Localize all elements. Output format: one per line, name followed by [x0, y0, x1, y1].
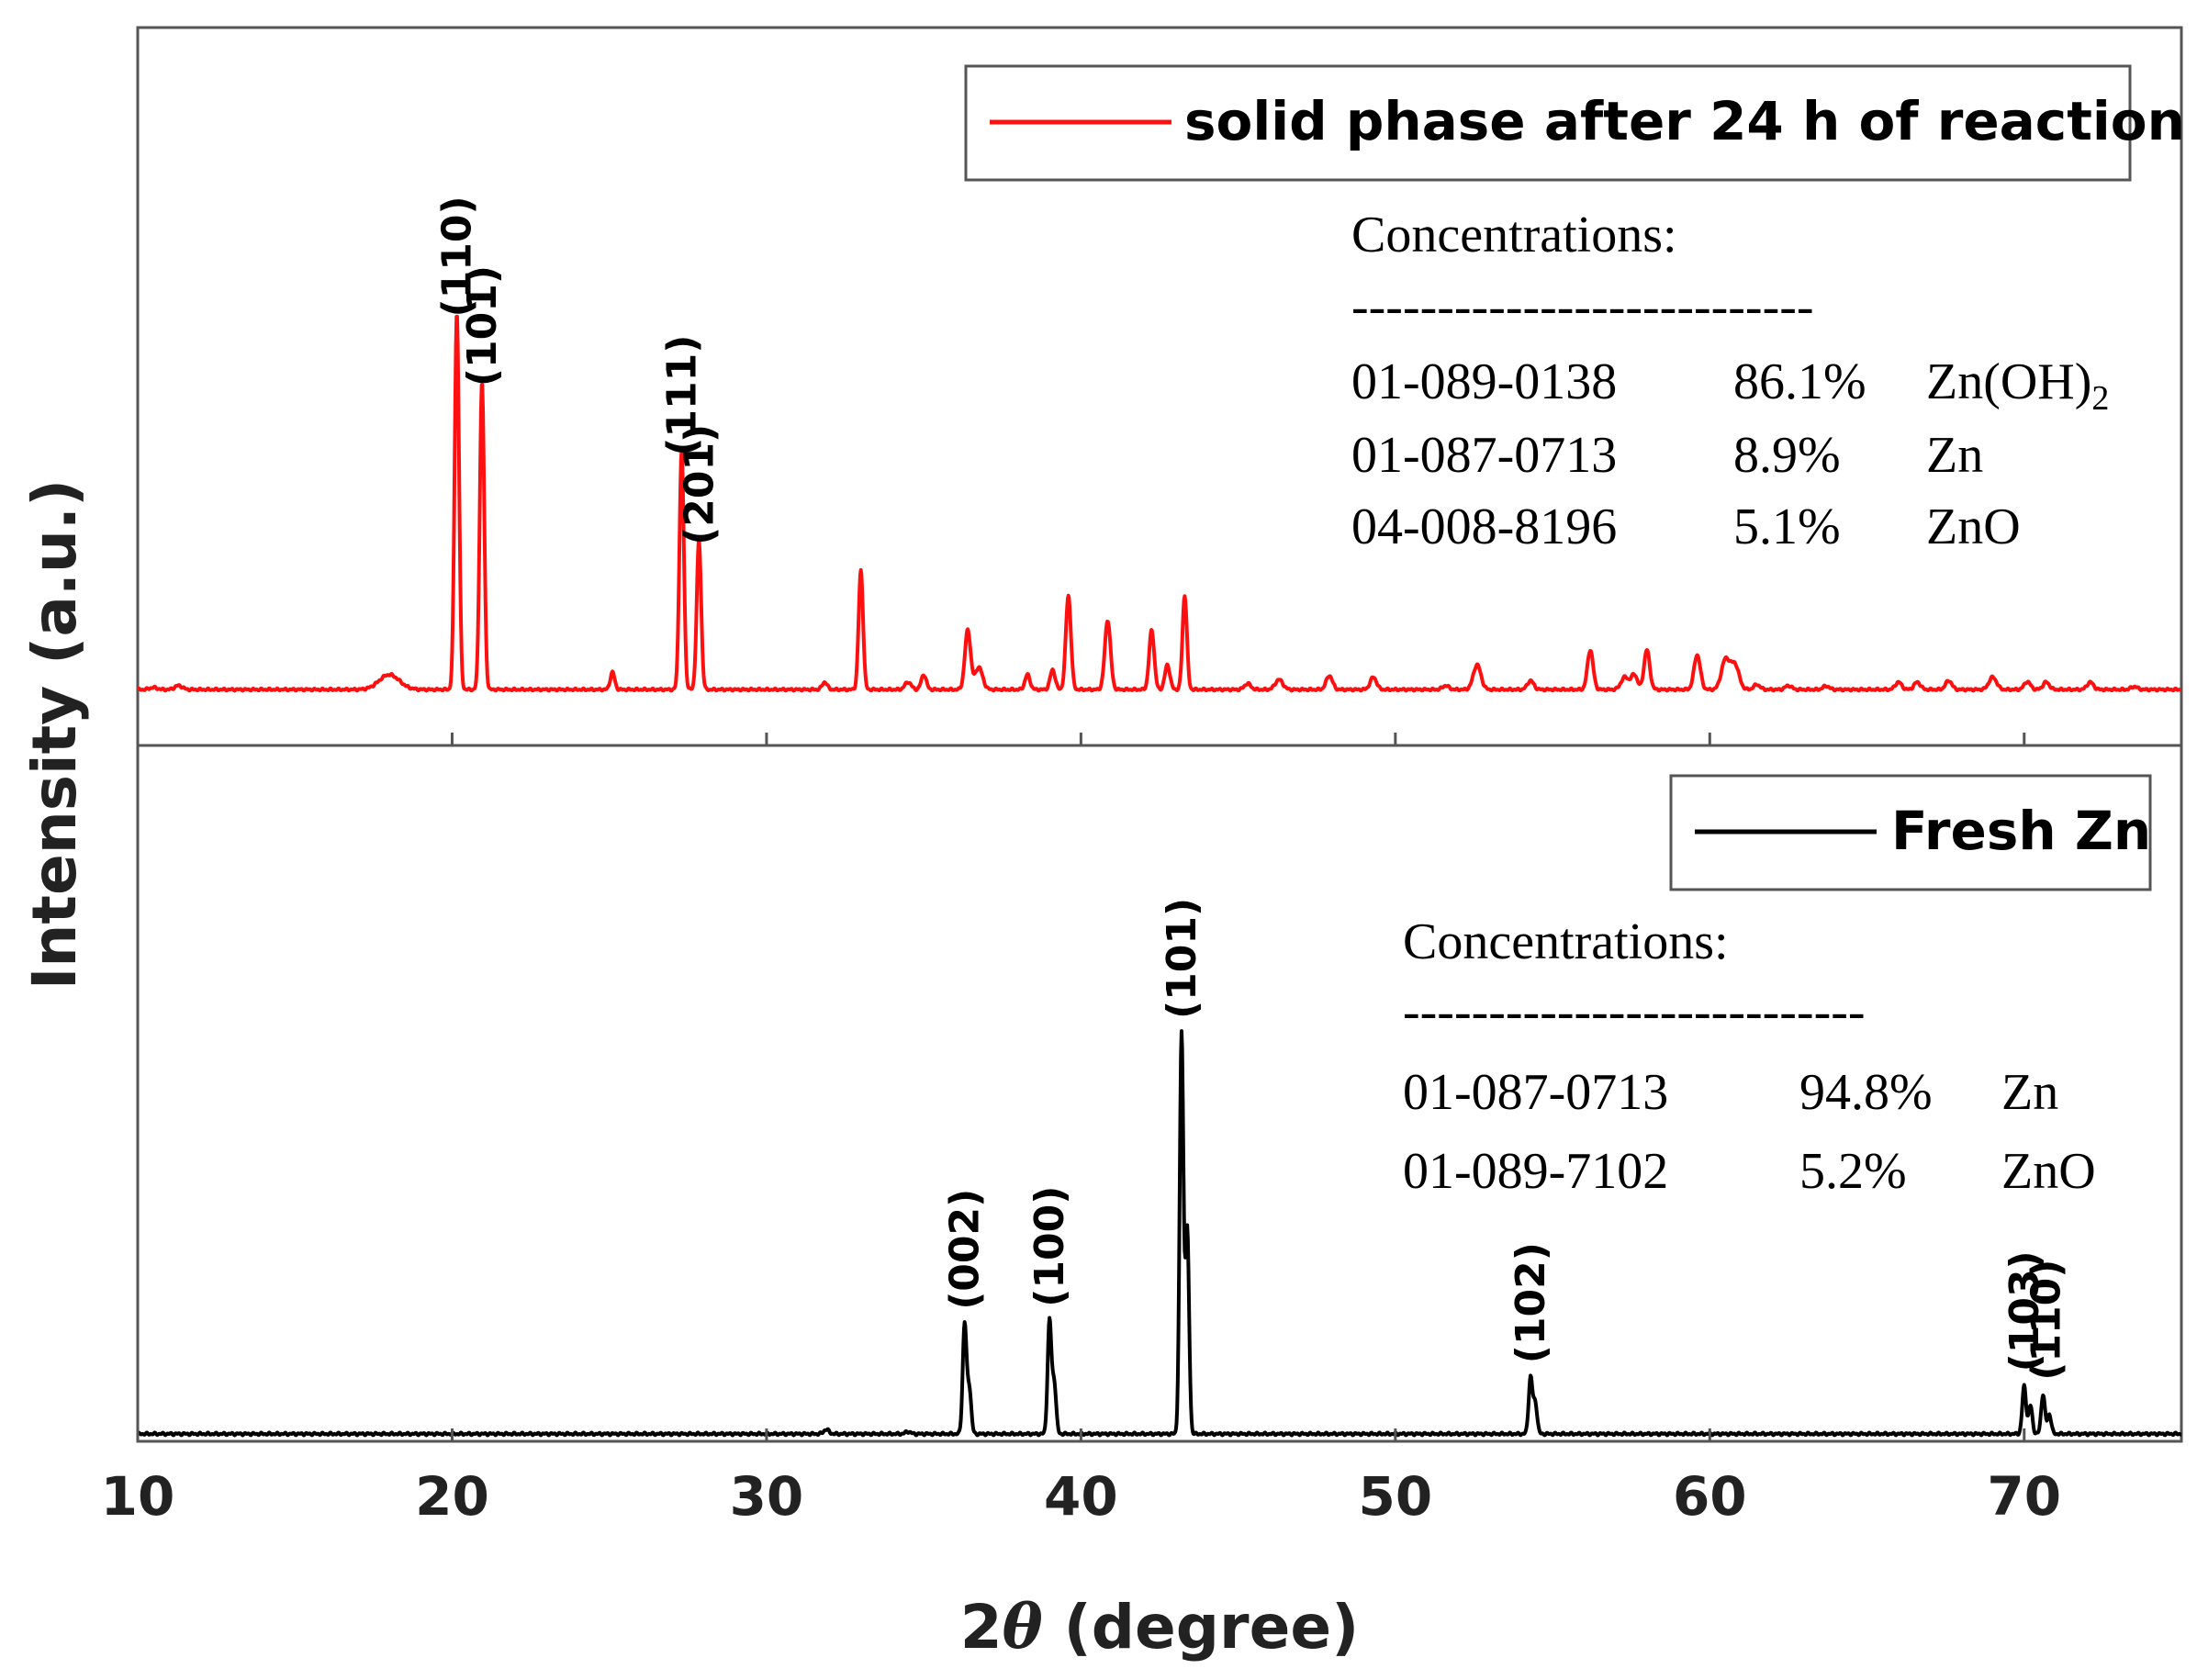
- conc-phase: Zn: [2001, 1064, 2058, 1121]
- conc-pct: 86.1%: [1733, 353, 1866, 410]
- conc-phase: ZnO: [2001, 1143, 2096, 1200]
- conc-phase: Zn: [1926, 427, 1983, 484]
- concentrations-separator-top: ---------------------------: [1351, 278, 1814, 335]
- peak-label: (101): [459, 265, 506, 386]
- x-tick-label: 20: [415, 1465, 489, 1528]
- series-line-bottom: [136, 1029, 2183, 1438]
- peak-label: (100): [1026, 1186, 1073, 1307]
- peak-labels-bottom: (002) (100) (101) (102) (103)(110): [942, 898, 2070, 1381]
- peak-label: (110): [434, 196, 481, 317]
- x-axis-ticks: 10 20 30 40 50 60 70: [101, 733, 2061, 1528]
- peak-label: (103): [2001, 1250, 2048, 1372]
- theta-symbol: θ: [1003, 1591, 1043, 1663]
- conc-code: 01-089-7102: [1403, 1143, 1668, 1200]
- conc-code: 01-089-0138: [1351, 353, 1617, 410]
- conc-pct: 8.9%: [1733, 427, 1841, 484]
- peak-labels-top: (110)(101) (111)(201): [434, 196, 723, 544]
- legend-top: solid phase after 24 h of reaction: [964, 64, 2185, 182]
- peak-label: (201): [676, 424, 723, 545]
- conc-pct: 5.2%: [1799, 1143, 1907, 1200]
- conc-code: 01-087-0713: [1351, 427, 1617, 484]
- conc-pct: 94.8%: [1799, 1064, 1933, 1121]
- x-tick-label: 30: [730, 1465, 804, 1528]
- concentrations-separator-bottom: ---------------------------: [1403, 983, 1866, 1040]
- peak-label: (111): [659, 335, 706, 456]
- concentrations-top: Concentrations: ------------------------…: [1351, 207, 2109, 555]
- conc-code: 04-008-8196: [1351, 498, 1617, 555]
- conc-code: 01-087-0713: [1403, 1064, 1668, 1121]
- x-tick-label: 60: [1673, 1465, 1747, 1528]
- x-tick-label: 70: [1987, 1465, 2061, 1528]
- x-tick-label: 50: [1358, 1465, 1432, 1528]
- concentrations-title-top: Concentrations:: [1351, 207, 1677, 263]
- peak-label: (101): [1159, 898, 1205, 1019]
- legend-label-top: solid phase after 24 h of reaction: [1184, 90, 2185, 152]
- series-line-top: [136, 314, 2183, 693]
- legend-bottom: Fresh Zn: [1669, 774, 2152, 891]
- peak-label: (002): [942, 1189, 989, 1310]
- y-axis-label: Intensity (a.u.): [19, 479, 90, 990]
- conc-phase: ZnO: [1926, 498, 2021, 555]
- subscript: 2: [2091, 379, 2109, 418]
- concentrations-bottom: Concentrations: ------------------------…: [1403, 913, 2096, 1200]
- concentrations-title-bottom: Concentrations:: [1403, 913, 1729, 970]
- x-tick-label: 40: [1044, 1465, 1118, 1528]
- legend-label-bottom: Fresh Zn: [1891, 800, 2151, 862]
- conc-phase: Zn(OH)2: [1926, 353, 2109, 418]
- peak-label: (110): [2023, 1260, 2070, 1381]
- conc-pct: 5.1%: [1733, 498, 1841, 555]
- peak-label: (102): [1508, 1242, 1554, 1363]
- x-axis-label: 2θ (degree): [960, 1591, 1360, 1663]
- x-tick-label: 10: [101, 1465, 175, 1528]
